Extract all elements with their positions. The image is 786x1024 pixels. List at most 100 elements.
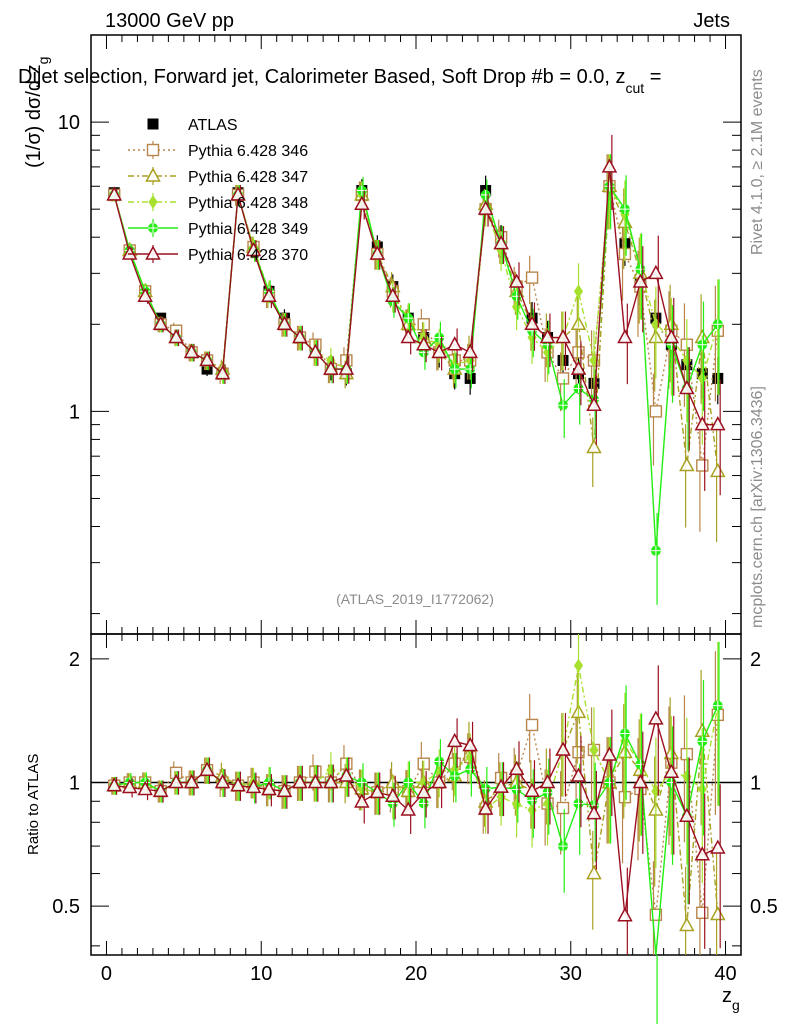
ratio-point [415, 784, 432, 799]
data-point [648, 264, 664, 280]
data-point [245, 241, 262, 257]
ratio-tick-label-right: 2 [750, 649, 761, 671]
rivet-version-label: Rivet 4.1.0, ≥ 2.1M events [749, 69, 766, 255]
ratio-point [168, 773, 184, 789]
ratio-point [696, 906, 709, 920]
data-point [106, 186, 122, 201]
x-tick-label: 10 [250, 963, 272, 985]
data-point [400, 328, 417, 344]
data-point [679, 379, 695, 395]
data-point [354, 195, 370, 210]
legend-marker [148, 195, 158, 209]
analysis-id-label: (ATLAS_2019_I1772062) [336, 591, 494, 607]
series-1 [108, 154, 724, 955]
ratio-point [508, 760, 525, 776]
ratio-point [632, 773, 649, 789]
legend-item: Pythia 6.428 349 [128, 219, 308, 238]
ratio-point [137, 780, 153, 796]
data-point [649, 405, 663, 418]
data-point [570, 360, 587, 375]
series-4 [109, 154, 723, 1024]
data-point [586, 438, 602, 454]
ratio-point [400, 801, 417, 816]
data-point [663, 328, 680, 344]
ratio-series-line [114, 716, 719, 916]
x-tick-label: 30 [560, 963, 582, 985]
data-point [168, 328, 184, 344]
data-point [230, 186, 246, 201]
data-point [415, 336, 432, 351]
ratio-point [230, 777, 246, 792]
data-point [121, 245, 138, 260]
ratio-point [525, 718, 539, 732]
ratio-point [245, 778, 262, 794]
data-point [431, 343, 447, 359]
ratio-point [338, 767, 355, 782]
legend-marker [146, 143, 160, 157]
ratio-tick-label-right: 0.5 [750, 896, 778, 918]
ratio-point [276, 782, 293, 797]
data-point [307, 343, 324, 359]
ratio-point [106, 777, 122, 792]
ratio-point [617, 907, 633, 922]
ratio-point [152, 782, 169, 797]
ratio-point [679, 807, 695, 822]
ratio-series-line [114, 665, 719, 811]
ratio-point [649, 908, 663, 921]
ratio-point [261, 780, 277, 796]
ratio-point [183, 773, 200, 789]
legend-label: Pythia 6.428 347 [188, 169, 308, 186]
y-axis-label-main: (1/σ) dσ/d z [23, 64, 45, 168]
ratio-point [694, 846, 711, 861]
legend-marker [145, 167, 161, 182]
legend-item: Pythia 6.428 346 [128, 141, 308, 160]
ratio-point [446, 732, 463, 748]
data-point [292, 328, 308, 344]
data-point [539, 328, 556, 344]
legend-label: Pythia 6.428 348 [188, 195, 308, 212]
legend-item: Pythia 6.428 347 [128, 167, 308, 186]
x-axis-label-main: z [722, 985, 732, 1007]
x-axis-label-sub: g [732, 997, 740, 1013]
data-point [493, 235, 509, 250]
ratio-point [431, 773, 447, 789]
ratio-point [648, 710, 664, 725]
header-right: Jets [693, 10, 730, 32]
ratio-tick-label-left: 0.5 [52, 896, 80, 918]
data-point [446, 336, 463, 351]
x-tick-label: 40 [714, 963, 736, 985]
data-point [199, 351, 215, 367]
data-point [261, 287, 277, 303]
header-left: 13000 GeV pp [105, 10, 234, 32]
data-point [152, 315, 169, 331]
data-point [214, 365, 231, 380]
data-point [462, 343, 478, 359]
data-point [369, 245, 386, 260]
ratio-point [493, 778, 509, 793]
ratio-point [539, 773, 556, 789]
data-point [323, 360, 339, 375]
legend-label: Pythia 6.428 349 [188, 221, 308, 238]
data-point [710, 416, 726, 431]
ratio-point [462, 736, 478, 752]
data-point [276, 315, 293, 331]
ratio-point [199, 761, 215, 776]
ratio-point [570, 767, 587, 782]
legend-marker [145, 245, 161, 260]
data-point [696, 459, 709, 472]
legend-item: Pythia 6.428 370 [128, 245, 308, 264]
series-line [113, 166, 718, 426]
ratio-point [354, 793, 370, 808]
data-point [632, 273, 649, 288]
data-point [385, 287, 401, 303]
legend-item: Pythia 6.428 348 [128, 193, 308, 212]
ratio-point [601, 746, 618, 761]
ratio-point [573, 658, 584, 673]
ratio-point [214, 773, 231, 789]
ratio-point [572, 746, 585, 759]
data-series [106, 134, 726, 1024]
data-point [525, 271, 539, 284]
plot-title: Dijet selection, Forward jet, Calorimete… [18, 66, 661, 96]
mcplots-url-label: mcplots.cern.ch [arXiv:1306.3436] [749, 386, 766, 628]
ratio-point [679, 916, 695, 932]
